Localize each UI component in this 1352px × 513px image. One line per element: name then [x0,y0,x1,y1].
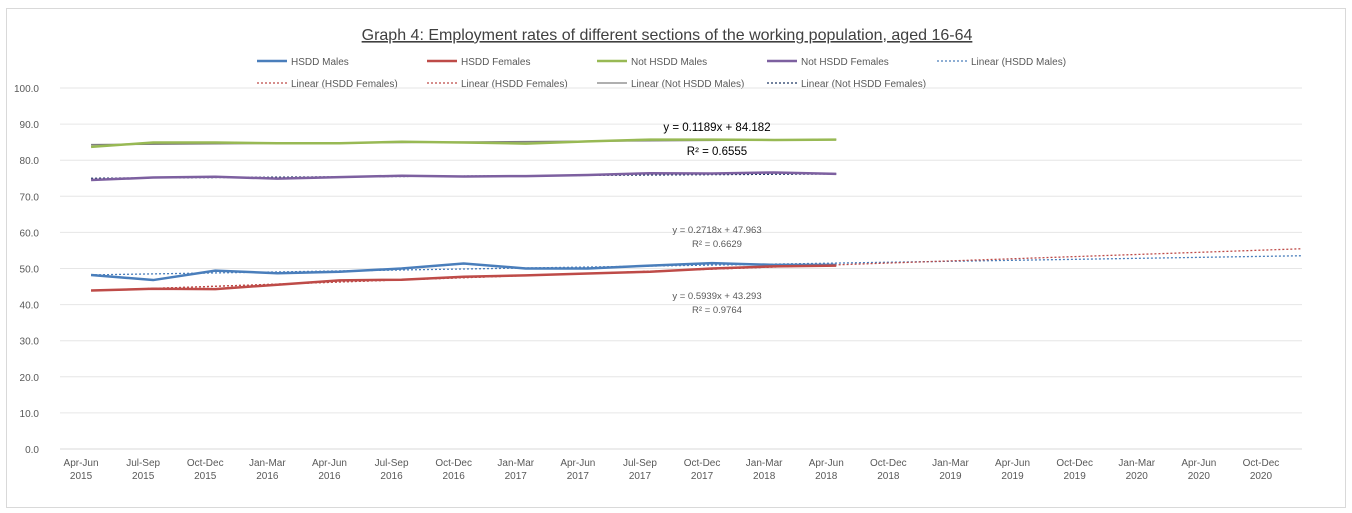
trendline-r-squared: R² = 0.9764 [692,305,742,316]
chart-area: Graph 4: Employment rates of different s… [6,8,1346,508]
x-tick-label: Oct-Dec [1243,458,1280,469]
x-tick-label: 2017 [691,471,714,482]
x-tick-label: Oct-Dec [870,458,907,469]
x-tick-label: 2018 [877,471,900,482]
legend-label: Linear (HSDD Females) [461,79,568,90]
legend-label: HSDD Females [461,57,530,68]
x-tick-label: 2020 [1250,471,1273,482]
x-tick-label: Jul-Sep [126,458,160,469]
trendline-r-squared: R² = 0.6629 [692,239,742,250]
x-tick-label: 2015 [194,471,217,482]
line-chart: Graph 4: Employment rates of different s… [14,27,1303,482]
series-line [90,171,837,182]
x-tick-label: 2018 [815,471,838,482]
trendline-equation: y = 0.5939x + 43.293 [672,291,761,302]
gridlines [60,87,1302,450]
trendline-equation: y = 0.2718x + 47.963 [672,225,761,236]
legend-label: Linear (HSDD Males) [971,57,1066,68]
y-tick-label: 80.0 [20,156,40,167]
x-tick-label: Jan-Mar [249,458,286,469]
trendline-equations: y = 0.1189x + 84.182 R² = 0.6555 y = 0.271… [663,122,770,316]
y-tick-label: 20.0 [20,373,40,384]
x-tick-label: Apr-Jun [809,458,844,469]
x-tick-label: 2015 [132,471,155,482]
legend-label: Not HSDD Males [631,57,707,68]
trendline-r-squared: R² = 0.6555 [687,146,747,158]
x-tick-label: Jul-Sep [375,458,409,469]
x-tick-label: Apr-Jun [1181,458,1216,469]
series-line [91,264,837,292]
legend-label: Linear (Not HSDD Females) [801,79,926,90]
x-tick-label: Oct-Dec [1056,458,1093,469]
legend-label: HSDD Males [291,57,349,68]
x-tick-label: 2017 [505,471,528,482]
x-tick-label: 2016 [318,471,341,482]
y-tick-label: 40.0 [20,301,40,312]
series-line [90,261,837,282]
x-tick-label: 2019 [939,471,962,482]
x-tick-label: 2017 [629,471,652,482]
x-tick-label: 2020 [1126,471,1149,482]
legend-label: Linear (Not HSDD Males) [631,79,744,90]
legend-label: Not HSDD Females [801,57,889,68]
y-tick-label: 60.0 [20,228,40,239]
x-tick-label: 2018 [753,471,776,482]
legend: HSDD Males HSDD Females Not HSDD Males Not … [257,57,1066,90]
y-tick-label: 50.0 [20,265,40,276]
y-axis: 0.0 10.0 20.0 30.0 40.0 50.0 60.0 70.0 80.0 90.0 1… [14,84,39,456]
x-axis: Apr-Jun 2015 Jul-Sep 2015 Oct-Dec 2015 Jan-Mar… [64,458,1280,482]
x-tick-label: Apr-Jun [560,458,595,469]
x-tick-label: 2019 [1064,471,1087,482]
y-tick-label: 30.0 [20,337,40,348]
x-tick-label: Jan-Mar [932,458,969,469]
x-tick-label: 2016 [380,471,403,482]
legend-label: Linear (HSDD Females) [291,79,398,90]
chart-title: Graph 4: Employment rates of different s… [362,27,973,44]
x-tick-label: 2016 [256,471,279,482]
x-tick-label: Apr-Jun [64,458,99,469]
series-lines [90,138,837,292]
x-tick-label: Jul-Sep [623,458,657,469]
trendline-equation: y = 0.1189x + 84.182 [663,122,770,134]
x-tick-label: 2016 [443,471,466,482]
x-tick-label: 2019 [1001,471,1024,482]
y-tick-label: 10.0 [20,409,40,420]
trendlines [91,138,1303,292]
x-tick-label: Jan-Mar [497,458,534,469]
x-tick-label: 2017 [567,471,590,482]
x-tick-label: 2020 [1188,471,1211,482]
series-line [90,138,837,149]
y-tick-label: 100.0 [14,84,39,95]
x-tick-label: Apr-Jun [995,458,1030,469]
x-tick-label: Jan-Mar [1118,458,1155,469]
x-tick-label: Oct-Dec [684,458,721,469]
x-tick-label: 2015 [70,471,93,482]
y-tick-label: 0.0 [25,445,39,456]
y-tick-label: 70.0 [20,192,40,203]
x-tick-label: Jan-Mar [746,458,783,469]
x-tick-label: Oct-Dec [435,458,472,469]
x-tick-label: Oct-Dec [187,458,224,469]
y-tick-label: 90.0 [20,120,40,131]
x-tick-label: Apr-Jun [312,458,347,469]
